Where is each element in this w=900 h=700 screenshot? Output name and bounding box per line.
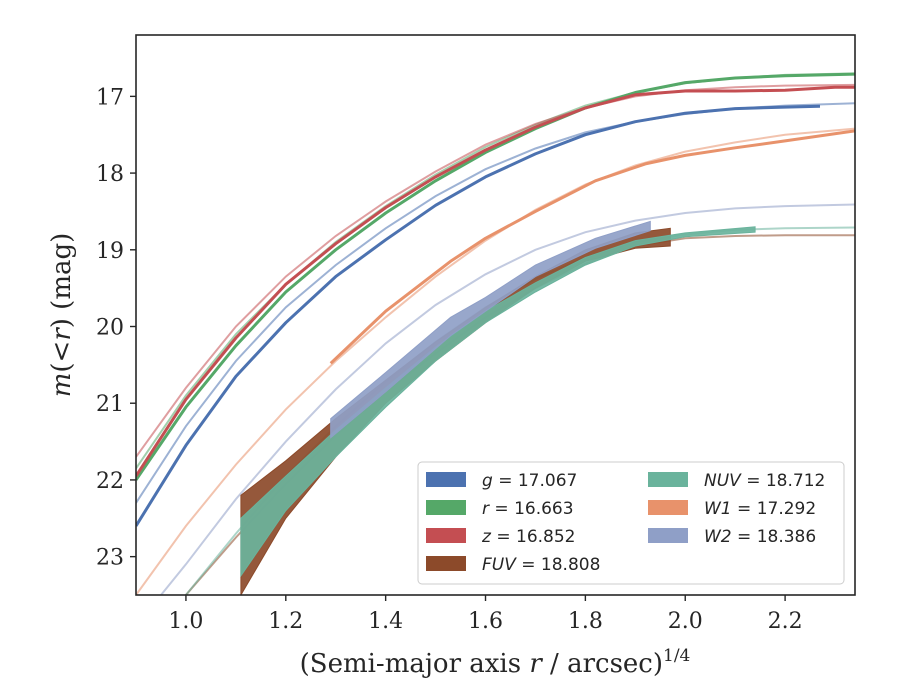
x-tick-label: 1.0	[168, 609, 203, 634]
profile-curve-z	[136, 85, 855, 477]
y-tick-label: 17	[96, 85, 124, 110]
x-tick-label: 1.8	[568, 609, 603, 634]
legend-label-g: g = 17.067	[482, 471, 577, 491]
plot-frame	[135, 34, 856, 596]
legend-label-nuv: NUV = 18.712	[704, 471, 825, 491]
model-curve-z	[136, 83, 855, 458]
profile-band-w2	[330, 220, 651, 439]
legend-label-r: r = 16.663	[482, 499, 574, 519]
x-tick-label: 1.2	[268, 609, 303, 634]
profile-curve-g	[136, 104, 821, 527]
legend-frame	[417, 461, 845, 585]
legend-label-z: z = 16.852	[481, 527, 575, 547]
model-curve-w1	[136, 127, 855, 595]
y-tick-label: 23	[96, 546, 124, 571]
profile-curve-r	[136, 72, 855, 481]
plot-area	[136, 72, 855, 595]
y-tick-label: 22	[96, 469, 124, 494]
legend: g = 17.067 r = 16.663 z = 16.852 FUV = 18.8…	[417, 461, 845, 585]
legend-label-fuv: FUV = 18.808	[482, 555, 600, 575]
legend-label-w2: W2 = 18.386	[704, 527, 816, 547]
model-curve-w2	[160, 203, 855, 595]
legend-swatch-nuv	[648, 472, 688, 487]
x-axis-label: (Semi-major axis r / arcsec)1/4	[300, 646, 691, 679]
x-tick-label: 2.2	[768, 609, 803, 634]
legend-swatch-r	[426, 500, 466, 515]
x-tick-label: 1.4	[368, 609, 403, 634]
model-curve-r	[136, 72, 855, 469]
legend-label-w1: W1 = 17.292	[704, 499, 816, 519]
legend-swatch-g	[426, 472, 466, 487]
y-tick-label: 21	[96, 392, 124, 417]
x-tick-label: 1.6	[468, 609, 503, 634]
axis-ticks: 1.0 1.2 1.4 1.6 1.8 2.0 2.2 17 18 19 20 21 22 23	[96, 85, 803, 634]
y-axis-label: m(<r) (mag)	[47, 233, 77, 398]
y-tick-label: 20	[96, 316, 124, 341]
x-axis-label-exponent: 1/4	[663, 646, 690, 666]
legend-swatch-z	[426, 528, 466, 543]
legend-swatch-w2	[648, 528, 688, 543]
y-tick-label: 19	[96, 239, 124, 264]
y-tick-label: 18	[96, 162, 124, 187]
x-tick-label: 2.0	[668, 609, 703, 634]
profile-curve-w1	[329, 129, 855, 365]
legend-swatch-fuv	[426, 556, 466, 571]
legend-swatch-w1	[648, 500, 688, 515]
